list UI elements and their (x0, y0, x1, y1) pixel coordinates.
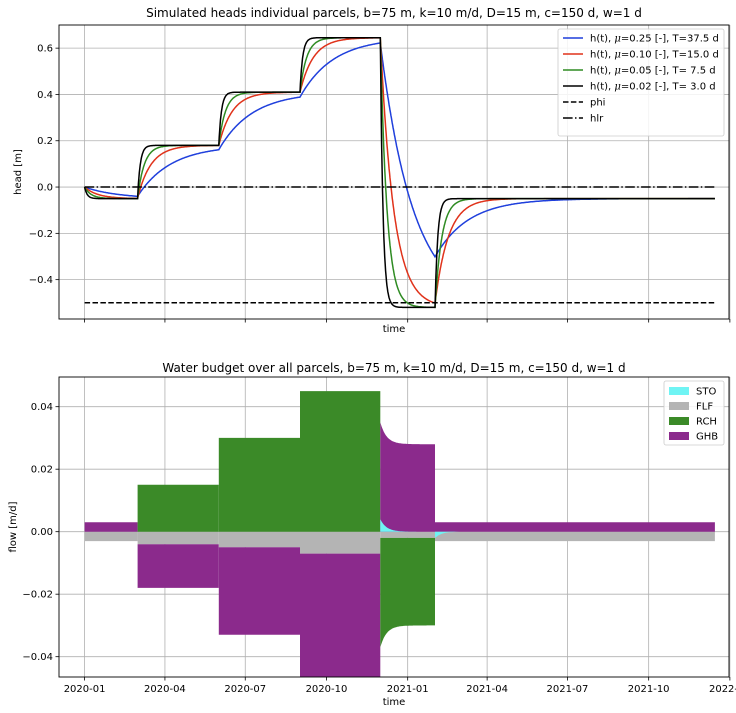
budget-area-rch (137, 484, 219, 532)
heads-x-ticks (84, 319, 731, 323)
heads-legend: h(t), μ=0.25 [-], T=37.5 d h(t), μ=0.10 [… (557, 28, 725, 137)
budget-ytick-label: −0.04 (22, 652, 53, 663)
budget-area-flf (435, 531, 715, 542)
budget-legend-label: FLF (696, 402, 713, 413)
budget-area-flf (84, 531, 138, 542)
budget-xtick-label: 2021-07 (547, 684, 589, 695)
budget-y-axis-label: flow [m/d] (8, 501, 19, 552)
heads-chart: Simulated heads individual parcels, b=75… (13, 6, 731, 335)
budget-chart: Water budget over all parcels, b=75 m, k… (8, 361, 736, 708)
budget-area-flf (380, 531, 435, 538)
heads-legend-label: h(t), μ=0.25 [-], T=37.5 d (590, 34, 719, 45)
heads-series-line-4 (83, 36, 715, 309)
heads-y-ticks: 0.6 0.4 0.2 0.0 −0.2 −0.4 (29, 44, 59, 286)
budget-ytick-label: −0.02 (22, 590, 53, 601)
heads-series-lines (83, 36, 715, 309)
budget-xtick-label: 2020-07 (224, 684, 266, 695)
budget-chart-title: Water budget over all parcels, b=75 m, k… (162, 361, 625, 375)
heads-ytick-label: −0.2 (29, 229, 53, 240)
heads-x-axis-label: time (383, 324, 406, 335)
budget-area-ghb (218, 547, 300, 635)
budget-legend-swatch (669, 402, 689, 410)
budget-xtick-label: 2020-10 (306, 684, 348, 695)
budget-legend-swatch (669, 432, 689, 440)
budget-xtick-label: 2021-01 (387, 684, 429, 695)
budget-area-ghb (84, 522, 138, 532)
budget-ytick-label: 0.00 (31, 527, 53, 538)
budget-area-ghb (300, 553, 381, 677)
heads-ytick-label: 0.0 (37, 183, 53, 194)
budget-ytick-label: 0.04 (31, 402, 53, 413)
budget-x-ticks: 2020-01 2020-04 2020-07 2020-10 2021-01 2021-… (64, 677, 736, 695)
budget-xtick-label: 2021-04 (466, 684, 508, 695)
heads-ytick-label: −0.4 (29, 275, 53, 286)
budget-xtick-label: 2020-04 (144, 684, 186, 695)
budget-legend-label: RCH (696, 417, 717, 428)
heads-legend-label: h(t), μ=0.05 [-], T= 7.5 d (590, 66, 716, 77)
budget-legend-swatch (669, 387, 689, 395)
heads-plot-frame (58, 24, 730, 320)
heads-y-axis-label: head [m] (13, 149, 24, 195)
budget-y-ticks: 0.04 0.02 0.00 −0.02 −0.04 (22, 402, 59, 663)
heads-ytick-label: 0.2 (37, 136, 53, 147)
heads-legend-label: h(t), μ=0.02 [-], T= 3.0 d (590, 82, 716, 93)
budget-area-flf (218, 531, 300, 548)
budget-ytick-label: 0.02 (31, 465, 53, 476)
budget-legend-label: STO (696, 387, 716, 398)
budget-area-ghb (435, 522, 715, 532)
budget-area-sto (380, 519, 435, 532)
heads-ytick-label: 0.4 (37, 90, 53, 101)
budget-area-ghb (137, 544, 219, 588)
budget-area-rch (300, 391, 381, 532)
budget-area-rch (218, 437, 300, 532)
budget-plot-frame (58, 376, 730, 678)
budget-legend-swatch (669, 417, 689, 425)
budget-area-ghb (380, 422, 435, 532)
heads-legend-label: hlr (590, 114, 604, 125)
budget-xtick-label: 2021-10 (628, 684, 670, 695)
budget-x-axis-label: time (383, 697, 406, 708)
heads-legend-box (557, 28, 725, 137)
budget-area-flf (137, 531, 219, 545)
heads-legend-label: phi (590, 98, 605, 109)
budget-legend: STO FLF RCH GHB (663, 380, 725, 446)
heads-legend-label: h(t), μ=0.10 [-], T=15.0 d (590, 50, 719, 61)
heads-chart-title: Simulated heads individual parcels, b=75… (146, 6, 642, 20)
budget-stacked-areas (84, 391, 715, 677)
budget-xtick-label: 2020-01 (64, 684, 106, 695)
budget-legend-label: GHB (696, 432, 718, 443)
budget-legend-box (663, 380, 725, 446)
budget-area-flf (300, 531, 381, 554)
budget-area-rch (380, 537, 435, 648)
heads-ytick-label: 0.6 (37, 44, 53, 55)
budget-xtick-label: 2022-01 (709, 684, 736, 695)
